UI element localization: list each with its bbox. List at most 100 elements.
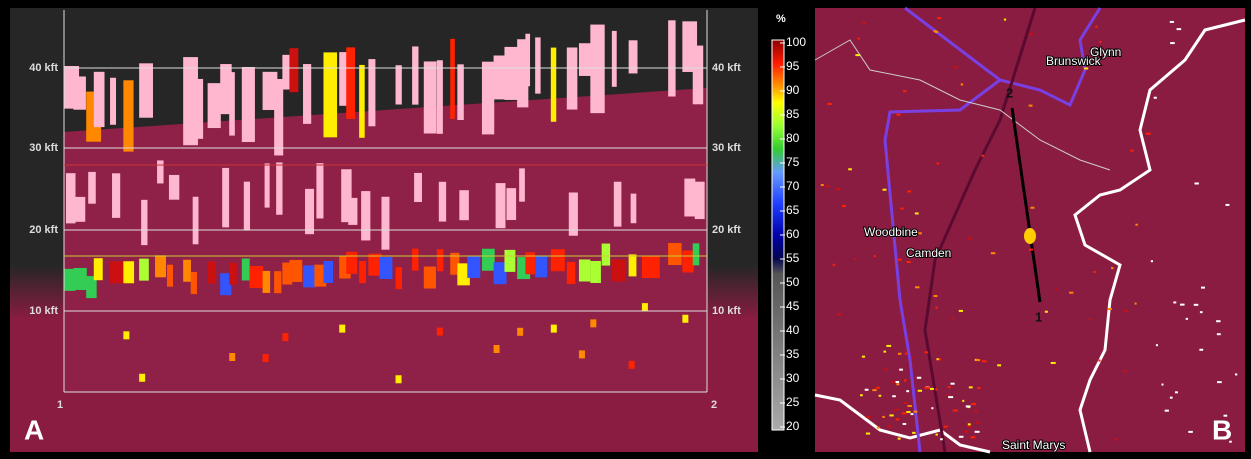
echo-speck	[952, 317, 955, 320]
echo-speck	[907, 190, 912, 193]
echo-speck	[1150, 260, 1154, 263]
bright-band	[566, 261, 576, 284]
echo-speck	[906, 390, 910, 393]
colorbar-tick-label: 100	[786, 35, 806, 49]
bright-band	[207, 261, 216, 284]
echo-speck	[1003, 18, 1007, 21]
start-label: 1	[57, 399, 63, 411]
echo-column	[481, 61, 495, 135]
echo-column	[450, 38, 455, 120]
echo-column	[157, 160, 164, 184]
echo-speck	[1093, 270, 1096, 273]
echo-speck	[1099, 41, 1102, 44]
echo-speck	[1234, 373, 1238, 376]
end-label: 2	[711, 399, 717, 411]
echo-column	[75, 196, 86, 222]
echo-cell	[682, 314, 689, 323]
echo-speck	[1200, 286, 1206, 289]
echo-speck	[1194, 182, 1199, 185]
echo-speck	[862, 22, 867, 25]
echo-column	[459, 190, 469, 221]
echo-column	[568, 192, 578, 236]
echo-speck	[974, 430, 980, 433]
point-label: 2	[1006, 85, 1013, 100]
echo-column	[436, 60, 443, 134]
echo-column	[668, 20, 676, 97]
echo-speck	[1169, 20, 1174, 23]
echo-cell	[123, 331, 130, 340]
storm-cell	[1024, 228, 1036, 244]
echo-speck	[946, 394, 949, 397]
echo-speck	[936, 162, 940, 165]
bright-band	[346, 251, 358, 274]
echo-speck	[864, 388, 869, 391]
echo-speck	[873, 255, 876, 258]
echo-speck	[882, 415, 885, 418]
echo-speck	[853, 257, 856, 260]
echo-column	[303, 64, 312, 124]
echo-column	[517, 39, 529, 108]
place-label: Camden	[906, 246, 951, 260]
place-label: Brunswick	[1046, 54, 1102, 68]
echo-column	[229, 72, 235, 136]
echo-speck	[907, 405, 912, 408]
echo-speck	[975, 421, 981, 424]
bright-band	[339, 256, 351, 279]
bright-band	[535, 255, 548, 278]
bright-band	[110, 261, 124, 284]
bright-band	[262, 270, 271, 293]
coastline	[814, 393, 991, 454]
map-echoes	[820, 17, 1238, 443]
y-axis-label: 10 kft	[29, 305, 58, 317]
place-label: Woodbine	[864, 225, 918, 239]
echo-speck	[1180, 303, 1185, 306]
echo-speck	[1225, 203, 1230, 206]
colorbar-tick-label: 85	[786, 107, 800, 121]
echo-speck	[827, 102, 832, 105]
echo-speck	[848, 168, 852, 171]
echo-speck	[981, 360, 987, 363]
echo-cell	[641, 303, 648, 312]
bright-band	[183, 259, 191, 282]
echo-speck	[990, 252, 996, 255]
echo-speck	[897, 437, 901, 440]
echo-cell	[262, 353, 269, 362]
bright-band	[303, 265, 317, 288]
echo-speck	[886, 344, 892, 347]
echo-speck	[1170, 42, 1175, 45]
echo-speck	[1114, 438, 1117, 441]
echo-speck	[865, 432, 871, 435]
echo-speck	[832, 263, 836, 266]
bright-band	[493, 262, 507, 285]
colorbar-tick-label: 35	[786, 347, 800, 361]
echo-speck	[889, 414, 894, 417]
echo-column	[220, 64, 232, 115]
bright-band	[86, 276, 97, 299]
echo-speck	[883, 350, 887, 353]
bright-band	[241, 258, 250, 281]
echo-column	[414, 172, 422, 202]
echo-column	[613, 181, 622, 227]
echo-column	[168, 174, 180, 200]
echo-speck	[1084, 67, 1089, 70]
echo-column	[241, 66, 255, 143]
echo-speck	[910, 413, 914, 416]
echo-speck	[837, 313, 843, 316]
echo-column	[628, 40, 638, 74]
echo-speck	[967, 423, 971, 426]
echo-speck	[958, 435, 964, 438]
colorbar-tick-label: 40	[786, 323, 800, 337]
echo-speck	[953, 66, 958, 69]
echo-speck	[1193, 303, 1199, 306]
echo-cell	[339, 324, 346, 333]
bright-band	[436, 249, 444, 272]
echo-speck	[884, 368, 888, 371]
echo-speck	[906, 261, 911, 264]
echo-cell	[229, 353, 236, 362]
echo-column	[348, 197, 358, 225]
echo-speck	[1029, 32, 1033, 35]
echo-speck	[917, 232, 922, 235]
echo-column	[110, 77, 117, 125]
echo-speck	[891, 381, 896, 384]
echo-speck	[1145, 132, 1151, 135]
